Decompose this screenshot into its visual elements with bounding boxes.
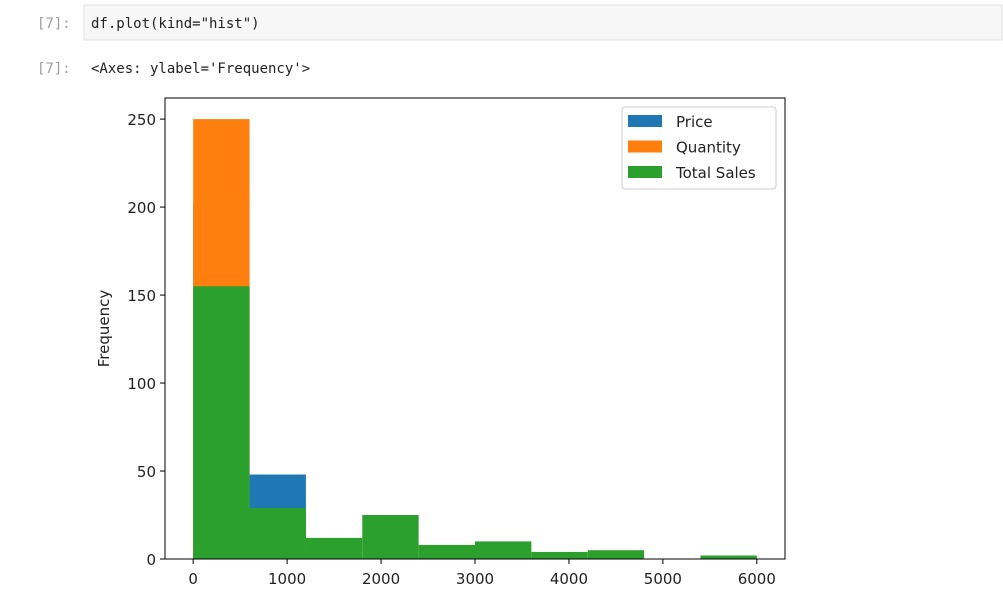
hist-bar (362, 515, 419, 559)
output-text: <Axes: ylabel='Frequency'> (91, 61, 310, 77)
x-tick-label: 0 (188, 570, 198, 588)
x-tick-label: 4000 (550, 570, 588, 588)
y-tick-label: 200 (127, 199, 156, 217)
hist-bar (193, 286, 250, 559)
legend-swatch (628, 140, 662, 153)
input-prompt: [7]: (37, 16, 71, 32)
legend-swatch (628, 166, 662, 178)
y-axis-label: Frequency (95, 290, 113, 368)
code[interactable]: df.plot(kind="hist") (91, 16, 260, 32)
y-tick-label: 250 (127, 111, 156, 129)
x-tick-label: 6000 (738, 570, 776, 588)
x-tick-label: 2000 (362, 570, 400, 588)
y-tick-label: 100 (127, 375, 156, 393)
y-tick-label: 0 (146, 551, 156, 569)
x-tick-label: 5000 (644, 570, 682, 588)
legend-swatch (628, 115, 662, 127)
x-tick-label: 3000 (456, 570, 494, 588)
hist-bar (305, 537, 363, 559)
hist-bar (700, 555, 757, 559)
plot: 0 1000 2000 3000 4000 5000 6000 0 50 100 150 200 250… (95, 97, 786, 588)
code-cell[interactable] (83, 4, 1003, 41)
hist-bar (475, 541, 532, 559)
legend-label: Total Sales (675, 164, 756, 182)
legend-label: Quantity (676, 139, 741, 157)
y-tick-label: 150 (127, 287, 156, 305)
output-prompt: [7]: (37, 61, 71, 77)
hist-bar (418, 544, 475, 559)
hist-bar (531, 551, 588, 559)
hist-bar (587, 550, 645, 559)
y-tick-label: 50 (137, 463, 156, 481)
legend-label: Price (676, 113, 713, 131)
hist-bar (249, 507, 306, 559)
x-tick-label: 1000 (268, 570, 306, 588)
